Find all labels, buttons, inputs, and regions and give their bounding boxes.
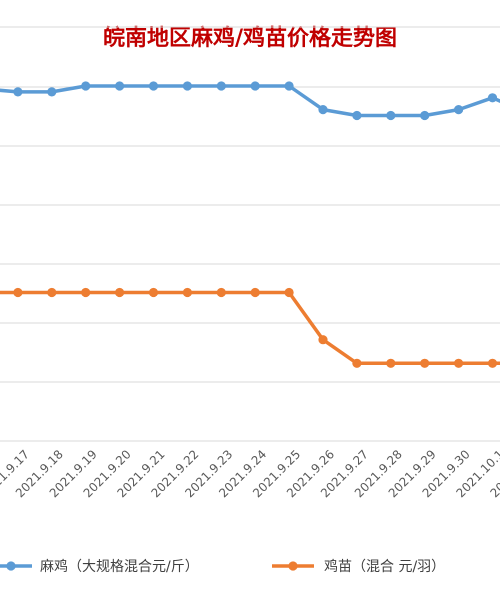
series-1-point [13,87,23,97]
series-1-point [148,81,159,91]
series-2-point [216,287,226,298]
series-2-point [386,358,396,368]
series-layer [0,81,500,368]
series-1-point [386,110,396,121]
series-2-point [13,287,23,298]
legend-label-1: 麻鸡（大规格混合元/斤） [40,558,199,575]
chart-title: 皖南地区麻鸡/鸡苗价格走势图 [103,25,397,51]
series-1-point [216,81,226,91]
series-2-point [352,358,362,368]
series-2-point [81,287,91,298]
series-2-point [454,358,464,368]
series-1-point [250,81,260,91]
series-2-point [487,358,498,368]
legend-marker-1 [6,561,16,571]
series-1-point [284,81,294,91]
legend-label-2: 鸡苗（混合 元/羽） [324,558,445,575]
legend: 麻鸡（大规格混合元/斤） 鸡苗（混合 元/羽） [0,558,445,575]
series-1-point [487,93,498,103]
series-2-point [250,287,260,298]
series-2-point [420,358,430,368]
series-1-point [420,110,430,121]
series-1-point [318,105,328,115]
series-2-point [115,287,125,298]
series-1-point [47,87,57,97]
series-2-point [47,287,57,298]
legend-marker-2 [288,561,298,571]
series-1-point [454,105,464,115]
series-1-point [115,81,125,91]
series-1-point [182,81,192,91]
series-2-point [318,335,328,345]
series-2-point [284,287,294,298]
series-1-point [81,81,91,91]
series-2-point [182,287,192,298]
series-2-point [148,287,159,298]
series-1-point [352,110,362,121]
